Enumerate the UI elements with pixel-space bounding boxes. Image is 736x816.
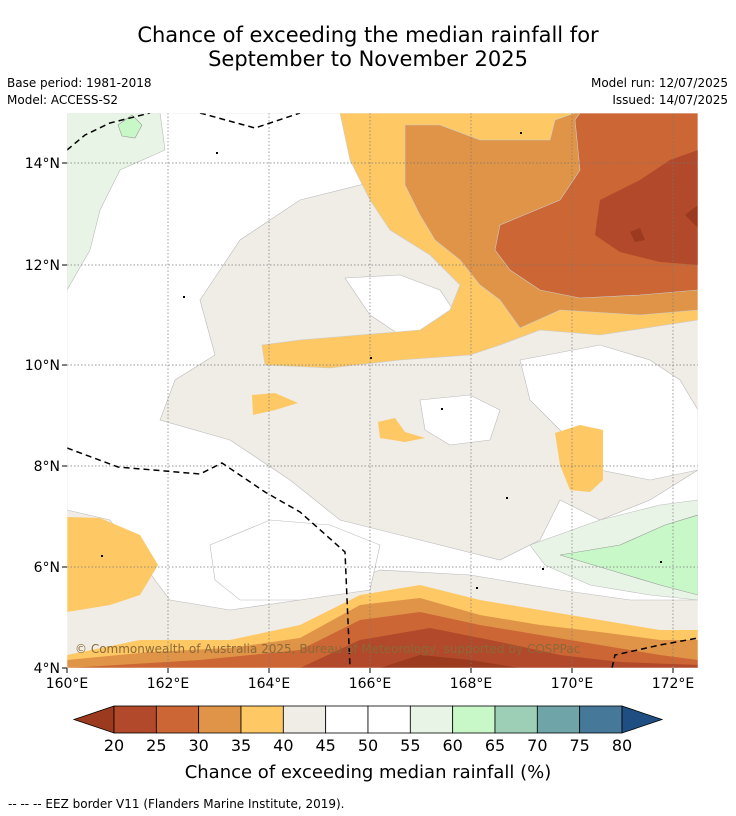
y-axis: 14°N 12°N 10°N 8°N 6°N 4°N [25,156,67,677]
islands [101,132,662,589]
y-tick-12N: 12°N [25,258,60,274]
colorbar-title: Chance of exceeding median rainfall (%) [184,762,552,783]
region-below-20-s [380,655,520,668]
colorbar-segment [579,705,623,734]
region-55-60-nw [67,113,166,291]
issued-date: Issued: 14/07/2025 [612,93,728,107]
colorbar-tick-label: 35 [231,736,251,755]
region-60-65-nw [117,114,143,139]
colorbar-tick-label: 45 [315,736,335,755]
colorbar-segment [113,705,157,734]
colorbar-tick-label: 60 [442,736,462,755]
colorbar-segment [282,705,327,734]
colorbar-tick-label: 20 [104,736,124,755]
colorbar-extend-low [72,705,115,734]
chart-title-line1: Chance of exceeding the median rainfall … [137,23,599,47]
base-period: Base period: 1981-2018 [7,76,152,90]
colorbar-segment [494,705,538,734]
colorbar-tick-label: 70 [527,736,547,755]
colorbar-segment [155,705,200,734]
colorbar-segment [198,705,242,734]
x-tick-170E: 170°E [551,676,594,692]
region-35-40-b [378,418,425,442]
colorbar-tick-label: 55 [400,736,420,755]
region-35-40-c [555,425,603,492]
eez-borders [67,113,698,668]
colorbar-tick-label: 25 [146,736,166,755]
colorbar: 20 25 30 35 40 45 50 55 60 65 70 75 80 [72,705,664,755]
region-below-20-ne2 [685,205,698,228]
y-tick-6N: 6°N [34,560,60,576]
colorbar-tick-label: 80 [612,736,632,755]
x-tick-164E: 164°E [248,676,291,692]
y-tick-14N: 14°N [25,156,60,172]
x-tick-172E: 172°E [652,676,695,692]
colorbar-segment [240,705,284,734]
region-20-25-ne [595,150,698,265]
rainfall-map: © Commonwealth of Australia 2025, Bureau… [25,113,698,755]
x-axis: 160°E 162°E 164°E 166°E 168°E 170°E 172°… [46,668,695,692]
colorbar-tick-label: 75 [569,736,589,755]
colorbar-segment [536,705,581,734]
colorbar-segment [409,705,454,734]
colorbar-segment [325,705,369,734]
colorbar-tick-label: 50 [358,736,378,755]
colorbar-segment [367,705,411,734]
region-50-55-west [67,113,698,611]
y-tick-10N: 10°N [25,358,60,374]
x-tick-162E: 162°E [147,676,190,692]
region-35-40-sw [67,517,158,612]
x-tick-168E: 168°E [450,676,493,692]
region-20-25-s [300,628,698,668]
region-white-east [519,344,698,481]
colorbar-tick-label: 65 [485,736,505,755]
region-35-40-a [252,393,298,415]
x-tick-160E: 160°E [46,676,89,692]
y-tick-8N: 8°N [34,459,60,475]
chart-title-line2: September to November 2025 [208,47,528,71]
map-fill: © Commonwealth of Australia 2025, Bureau… [67,113,698,668]
region-60-65-e [559,514,698,596]
colorbar-tick-label: 40 [273,736,293,755]
region-below-20-ne [630,228,645,242]
y-tick-4N: 4°N [34,661,60,677]
colorbar-extend-high [621,705,664,734]
region-white-mid [419,394,501,446]
colorbar-tick-label: 30 [188,736,208,755]
model-name: Model: ACCESS-S2 [7,93,119,107]
colorbar-segment [452,705,496,734]
model-run: Model run: 12/07/2025 [590,76,728,90]
map-gridlines [67,113,698,668]
eez-legend: -- -- -- EEZ border V11 (Flanders Marine… [8,797,345,811]
x-tick-166E: 166°E [349,676,392,692]
copyright-text: © Commonwealth of Australia 2025, Bureau… [75,642,580,656]
